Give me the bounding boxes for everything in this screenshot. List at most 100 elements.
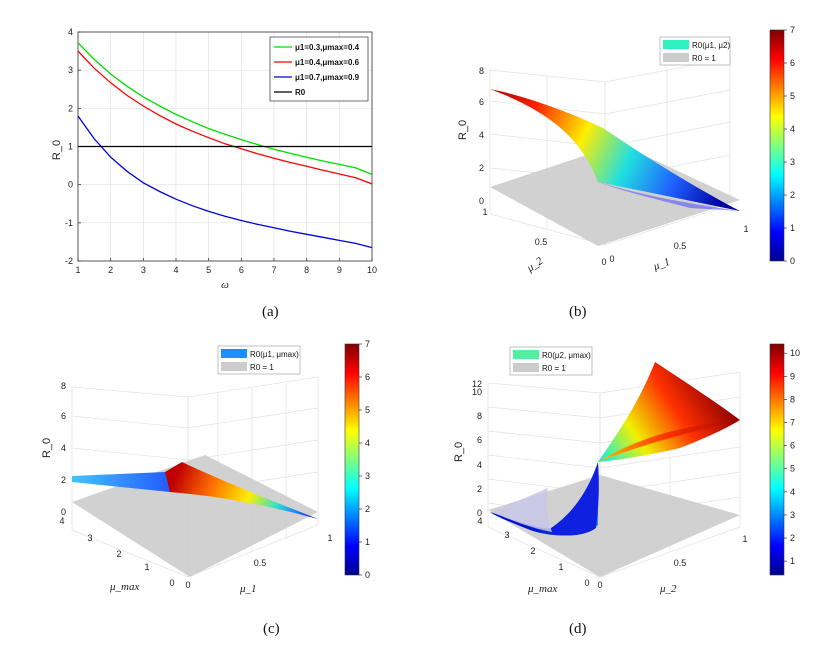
colorbar-tick-label: 2 bbox=[365, 504, 370, 514]
colorbar-tick-label: 8 bbox=[790, 394, 795, 404]
panel-d-y-tick-label: 3 bbox=[504, 530, 509, 540]
panel-b-legend-plane: R0 = 1 bbox=[692, 54, 716, 63]
panel-c-colorbar: 0 1 2 3 4 5 6 7 bbox=[344, 339, 370, 580]
panel-d-legend-surface: R0(μ2, μmax) bbox=[542, 351, 591, 360]
colorbar-tick-label: 9 bbox=[790, 371, 795, 381]
colorbar-tick-label: 3 bbox=[790, 157, 795, 167]
colorbar-tick-label: 1 bbox=[365, 537, 370, 547]
colorbar-tick-label: 2 bbox=[790, 190, 795, 200]
panel-b-z-tick-label: 6 bbox=[479, 97, 484, 107]
plot-a-ytick-label: 3 bbox=[68, 65, 73, 75]
panel-b-z-tick-label: 2 bbox=[479, 163, 484, 173]
panel-b-z-tick-label: 8 bbox=[479, 66, 484, 76]
panel-b-legend: R0(μ1, μ2) R0 = 1 bbox=[659, 36, 730, 66]
panel-b-y-tick-label: 0 bbox=[601, 257, 606, 267]
colorbar-tick-label: 7 bbox=[365, 339, 370, 349]
surface-tick-labels: 0246800.5100.51024680123400.510246810120… bbox=[59, 66, 748, 590]
panel-a-line-chart: 1 2 3 4 5 6 7 8 9 10 -2 -1 0 1 2 3 4 μ1=0.3,μmax=0.4 μ1=0.… bbox=[51, 27, 377, 320]
plot-a-ytick-label: -2 bbox=[65, 256, 73, 266]
panel-b-x-tick-label: 0 bbox=[609, 254, 614, 264]
panel-b-y-tick-label: 0.5 bbox=[535, 237, 548, 247]
plot-a-ylabel: R_0 bbox=[51, 140, 63, 160]
panel-c-legend-surface: R0(μ1, μmax) bbox=[250, 350, 299, 359]
plot-a-xtick-label: 6 bbox=[239, 265, 244, 275]
plot-a-xtick-label: 3 bbox=[141, 265, 146, 275]
plot-a-caption: (a) bbox=[262, 304, 279, 320]
panel-d-legend-plane: R0 = 1 bbox=[542, 364, 566, 373]
plot-a-xtick-label: 8 bbox=[304, 265, 309, 275]
colorbar-gradient bbox=[344, 343, 360, 576]
panel-d-ylabel: μ_max bbox=[527, 583, 557, 595]
panel-c-xlabel: μ_1 bbox=[239, 583, 257, 595]
panel-c-legend-plane: R0 = 1 bbox=[250, 363, 274, 372]
plot-a-xtick-label: 1 bbox=[75, 265, 80, 275]
panel-b-z-tick-label: 0 bbox=[479, 196, 484, 206]
colorbar-tick-label: 7 bbox=[790, 25, 795, 35]
colorbar-tick-label: 4 bbox=[365, 438, 370, 448]
plot-a-xtick-label: 2 bbox=[108, 265, 113, 275]
panel-d-caption: (d) bbox=[569, 621, 587, 637]
panel-b-colorbar: 0 1 2 3 4 5 6 7 bbox=[769, 25, 795, 266]
panel-b-plane-r0-1 bbox=[490, 144, 740, 246]
plot-a-ytick-label: 4 bbox=[68, 27, 73, 37]
colorbar-tick-label: 0 bbox=[790, 256, 795, 266]
panel-b-surface-r0 bbox=[490, 89, 740, 211]
colorbar-tick-label: 10 bbox=[790, 348, 800, 358]
panel-b-y-tick-label: 1 bbox=[482, 207, 487, 217]
colorbar-tick-label: 6 bbox=[790, 58, 795, 68]
panel-d-legend: R0(μ2, μmax) R0 = 1 bbox=[509, 346, 593, 376]
colorbar-tick-label: 2 bbox=[790, 533, 795, 543]
panel-c-legend: R0(μ1, μmax) R0 = 1 bbox=[217, 345, 301, 375]
panel-c-surface-right bbox=[165, 462, 318, 519]
panel-d-z-tick-label: 4 bbox=[477, 460, 482, 470]
colorbar-tick-label: 0 bbox=[365, 570, 370, 580]
panel-c-z-tick-label: 6 bbox=[61, 411, 66, 421]
panel-d-z-tick-label: 8 bbox=[477, 411, 482, 421]
panel-d-x-tick-label: 0 bbox=[597, 580, 602, 590]
panel-c-ylabel: μ_max bbox=[109, 581, 139, 593]
panel-d-y-tick-label: 0 bbox=[584, 578, 589, 588]
colorbar-tick-label: 4 bbox=[790, 487, 795, 497]
plot-a-series-line-1 bbox=[77, 50, 373, 185]
plot-a-ytick-label: -1 bbox=[65, 218, 73, 228]
panel-d-z-tick-label: 12 bbox=[472, 379, 482, 389]
plot-a-xtick-label: 4 bbox=[173, 265, 178, 275]
panel-c-caption: (c) bbox=[263, 621, 280, 637]
plot-a-xtick-label: 5 bbox=[206, 265, 211, 275]
colorbar-tick-label: 6 bbox=[790, 441, 795, 451]
colorbar-gradient bbox=[769, 343, 785, 576]
plot-a-legend-entry: μ1=0.3,μmax=0.4 bbox=[295, 43, 360, 52]
panel-c-y-tick-label: 0 bbox=[169, 578, 174, 588]
colorbar-tick-label: 3 bbox=[365, 471, 370, 481]
panel-b-z-tick-label: 4 bbox=[479, 130, 484, 140]
panel-d-z-tick-label: 0 bbox=[477, 508, 482, 518]
colorbar-tick-label: 5 bbox=[365, 405, 370, 415]
panel-d-surface-main bbox=[490, 362, 740, 536]
colorbar-tick-label: 4 bbox=[790, 124, 795, 134]
panel-c-x-tick-label: 1 bbox=[327, 533, 332, 543]
panel-d-below-plane bbox=[492, 488, 552, 532]
colorbar-tick-label: 5 bbox=[790, 464, 795, 474]
panel-d-y-tick-label: 4 bbox=[477, 516, 482, 526]
panel-d-zlabel: R_0 bbox=[453, 442, 465, 462]
panel-d-x-tick-label: 0.5 bbox=[674, 558, 687, 568]
plot-a-legend-entry: μ1=0.4,μmax=0.6 bbox=[295, 58, 360, 67]
panel-b-surface: R0(μ1, μ2) R0 = 1 R_0 μ_2 μ_1 (b) bbox=[457, 36, 740, 320]
plot-a-xtick-label: 10 bbox=[367, 265, 377, 275]
plot-a-ytick-label: 0 bbox=[68, 180, 73, 190]
panel-d-y-tick-label: 1 bbox=[558, 562, 563, 572]
panel-d-z-tick-label: 6 bbox=[477, 435, 482, 445]
plot-a-xtick-label: 9 bbox=[337, 265, 342, 275]
plot-a-ytick-label: 2 bbox=[68, 103, 73, 113]
colorbar-tick-label: 1 bbox=[790, 223, 795, 233]
panel-c-x-tick-label: 0.5 bbox=[254, 558, 267, 568]
panel-c-x-tick-label: 0 bbox=[185, 580, 190, 590]
panel-d-colorbar: 1 2 3 4 5 6 7 8 9 10 bbox=[769, 343, 800, 576]
panel-c-z-tick-label: 8 bbox=[61, 381, 66, 391]
panel-d-x-tick-label: 1 bbox=[742, 534, 747, 544]
plot-a-legend-box bbox=[269, 36, 369, 102]
panel-c-y-tick-label: 4 bbox=[59, 516, 64, 526]
colorbar-tick-label: 7 bbox=[790, 418, 795, 428]
plot-a-legend-entry: R0 bbox=[295, 88, 306, 97]
